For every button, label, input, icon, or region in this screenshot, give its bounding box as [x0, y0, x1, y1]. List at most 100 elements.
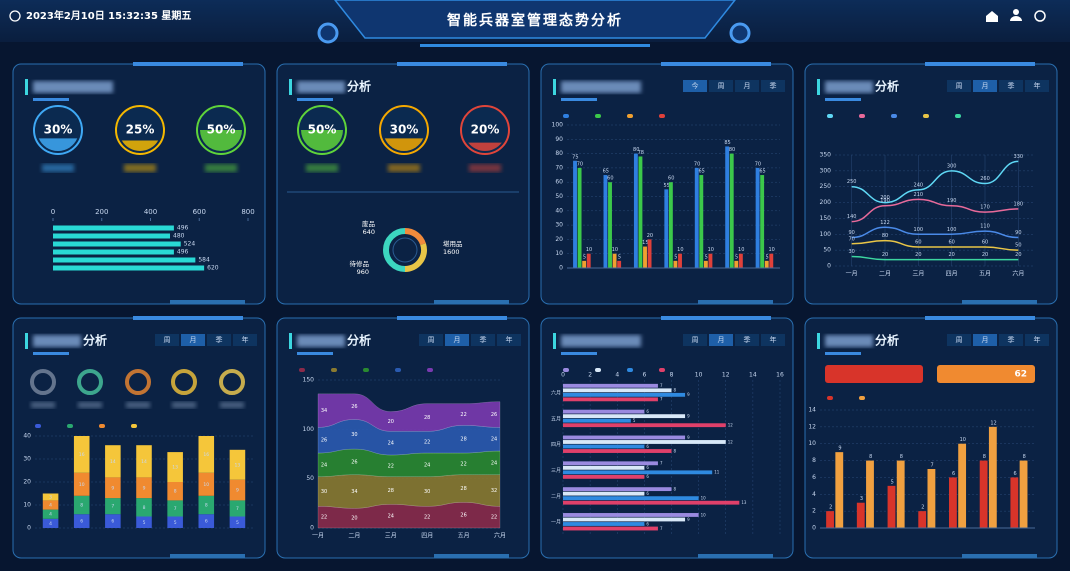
tab-label[interactable]: 周	[956, 336, 963, 344]
tab-label[interactable]: 周	[718, 82, 725, 90]
tab[interactable]	[181, 334, 205, 346]
tab[interactable]	[1025, 80, 1049, 92]
title-marker	[817, 333, 820, 349]
tab-label[interactable]: 季	[770, 81, 777, 90]
tab-label[interactable]: 月	[982, 82, 989, 90]
user-icon-body	[1010, 16, 1022, 21]
tab[interactable]	[233, 334, 257, 346]
tab-label[interactable]: 季	[1008, 81, 1015, 90]
tab-label[interactable]: 年	[1034, 335, 1041, 344]
value-label: 9	[687, 392, 690, 397]
value-label: 26	[351, 404, 357, 410]
tab-label[interactable]: 季	[1008, 335, 1015, 344]
value-label: 10	[960, 437, 966, 443]
y-tick-label: 30	[23, 456, 31, 463]
tab[interactable]	[683, 334, 707, 346]
tab-label[interactable]: 周	[956, 82, 963, 90]
bar	[603, 175, 608, 268]
y-tick-label: 40	[555, 207, 563, 214]
tab-label[interactable]: 周	[164, 336, 171, 344]
tab-label[interactable]: 季	[744, 335, 751, 344]
value-label: 85	[724, 140, 730, 146]
tab[interactable]	[973, 334, 997, 346]
value-label: 190	[880, 198, 890, 204]
blurred-caption	[220, 402, 244, 408]
value-label: 15	[642, 240, 648, 246]
tab[interactable]	[735, 80, 759, 92]
y-tick-label: 一月	[551, 520, 561, 526]
value-label: 9	[687, 413, 690, 418]
value-label: 13	[741, 500, 747, 505]
value-label: 13	[235, 462, 241, 468]
tab-label[interactable]: 季	[480, 335, 487, 344]
tab-label[interactable]: 季	[216, 335, 223, 344]
tab[interactable]	[471, 334, 495, 346]
value-label: 4	[49, 521, 52, 527]
tab-label[interactable]: 月	[718, 336, 725, 344]
tab[interactable]	[973, 80, 997, 92]
tab-label[interactable]: 年	[770, 335, 777, 344]
datetime: 2023年2月10日 15:32:35 星期五	[26, 9, 191, 22]
x-tick-label: 五月	[458, 533, 470, 540]
tab-label[interactable]: 月	[982, 336, 989, 344]
tab[interactable]	[155, 334, 179, 346]
blurred-caption	[31, 402, 55, 408]
value-label: 28	[424, 415, 430, 421]
tab[interactable]	[445, 334, 469, 346]
y-tick-label: 150	[303, 377, 315, 384]
value-label: 80	[882, 233, 888, 239]
tab[interactable]	[497, 334, 521, 346]
panel-accent	[133, 62, 243, 66]
user-icon[interactable]	[1013, 9, 1019, 15]
value-label: 5	[633, 418, 636, 423]
tab[interactable]	[683, 80, 707, 92]
tab-label[interactable]: 周	[428, 336, 435, 344]
tab-label[interactable]: 年	[506, 335, 513, 344]
value-label: 8	[869, 454, 872, 460]
value-label: 22	[321, 515, 327, 521]
tab-label[interactable]: 月	[454, 336, 461, 344]
value-label: 22	[388, 463, 394, 469]
tab-label[interactable]: 年	[242, 335, 249, 344]
bar	[582, 260, 587, 268]
bar-segment	[167, 500, 183, 517]
tab-label[interactable]: 年	[1034, 81, 1041, 90]
tab[interactable]	[207, 334, 231, 346]
tab[interactable]	[947, 334, 971, 346]
value-label: 8	[205, 503, 208, 509]
tab-label[interactable]: 月	[744, 82, 751, 90]
power-icon[interactable]	[1034, 10, 1046, 22]
value-label: 75	[572, 154, 578, 160]
tab[interactable]	[947, 80, 971, 92]
x-tick-label: 6	[642, 372, 646, 379]
tab[interactable]	[709, 334, 733, 346]
y-tick-label: 二月	[551, 494, 561, 500]
home-icon[interactable]	[986, 11, 998, 22]
blurred-caption	[42, 164, 74, 172]
value-label: 70	[755, 161, 761, 167]
bar	[826, 511, 834, 528]
value-label: 28	[460, 486, 466, 492]
tab[interactable]	[1025, 334, 1049, 346]
tab-label[interactable]: 月	[190, 336, 197, 344]
legend-swatch	[627, 114, 633, 118]
blurred-title	[297, 335, 345, 347]
value-label: 10	[586, 247, 592, 253]
tab-label[interactable]: 周	[692, 336, 699, 344]
tab[interactable]	[999, 80, 1023, 92]
tab[interactable]	[419, 334, 443, 346]
value-label: 100	[947, 227, 957, 233]
tab[interactable]	[761, 334, 785, 346]
tab-label[interactable]: 今	[692, 81, 699, 90]
gauge-label: 30%	[44, 123, 73, 137]
badge-orange	[937, 365, 1035, 383]
ring	[171, 369, 197, 395]
tab[interactable]	[761, 80, 785, 92]
tab[interactable]	[735, 334, 759, 346]
value-label: 180	[1014, 201, 1024, 207]
tab[interactable]	[709, 80, 733, 92]
tab[interactable]	[999, 334, 1023, 346]
bar	[608, 182, 612, 268]
y-tick-label: 300	[820, 167, 832, 174]
value-label: 22	[424, 515, 430, 521]
